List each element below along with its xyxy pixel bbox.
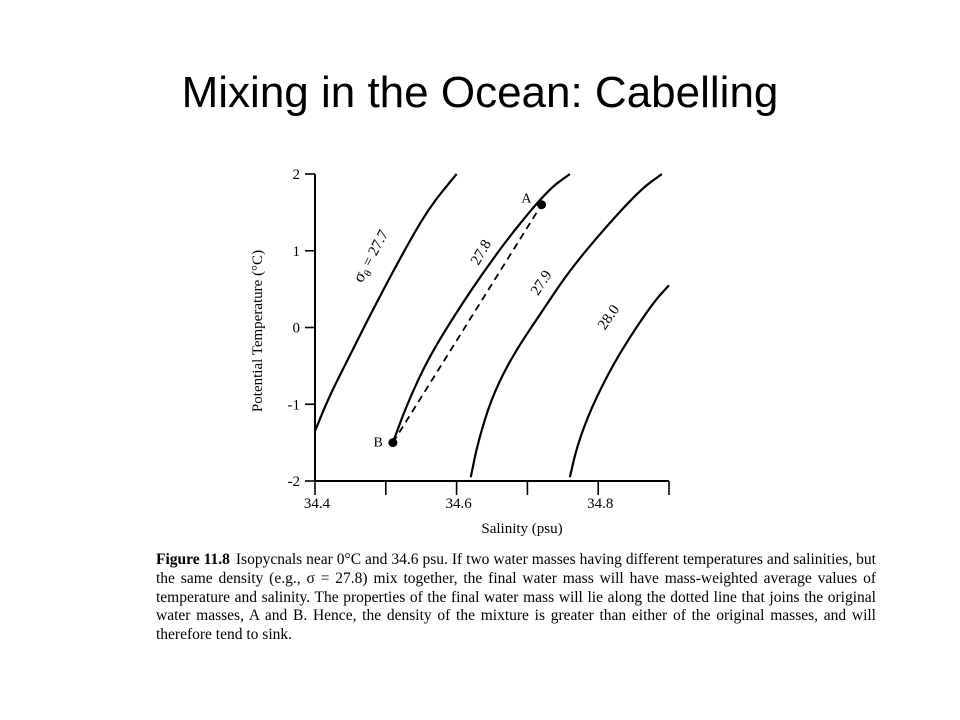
mixing-line-group — [392, 204, 543, 444]
water-mass-label: A — [521, 192, 532, 207]
water-mass-point — [388, 438, 398, 448]
slide-title: Mixing in the Ocean: Cabelling — [181, 68, 779, 117]
x-tick-label: 34.8 — [587, 496, 613, 512]
isopycnal-line — [313, 173, 458, 432]
y-tick-label: -1 — [288, 397, 301, 413]
x-tick-label: 34.6 — [445, 496, 472, 512]
y-tick-label: 2 — [293, 167, 301, 183]
isopycnal-label: σθ = 27.7 — [349, 226, 395, 287]
y-tick-label: 0 — [293, 321, 301, 337]
figure-caption: Figure 11.8 Isopycnals near 0°C and 34.6 … — [156, 551, 876, 645]
isopycnal-lines: σθ = 27.7 27.827.928.0 — [313, 173, 670, 478]
y-axis-label: Potential Temperature (°C) — [250, 250, 266, 412]
isopycnal-line — [391, 173, 571, 444]
isopycnal-label: 28.0 — [595, 302, 623, 333]
figure-caption-text: Isopycnals near 0°C and 34.6 psu. If two… — [156, 551, 876, 644]
figure-caption-label: Figure 11.8 — [156, 551, 230, 568]
isopycnal-line — [469, 173, 663, 478]
x-axis-ticks: 34.4 34.6 34.8 — [304, 481, 670, 512]
y-axis-ticks: 2 1 0 -1 -2 — [288, 167, 315, 490]
water-mass-label: B — [374, 436, 383, 451]
isopycnal-label: 27.9 — [528, 268, 556, 299]
y-tick-label: 1 — [293, 244, 301, 260]
water-mass-points: AB — [374, 192, 547, 451]
water-mass-point — [537, 200, 547, 210]
plot-frame — [314, 174, 669, 482]
y-tick-label: -2 — [288, 474, 301, 490]
x-tick-label: 34.4 — [304, 496, 331, 512]
isopycnal-line — [568, 284, 670, 478]
mixing-line — [392, 204, 543, 444]
x-axis-label: Salinity (psu) — [481, 521, 562, 537]
